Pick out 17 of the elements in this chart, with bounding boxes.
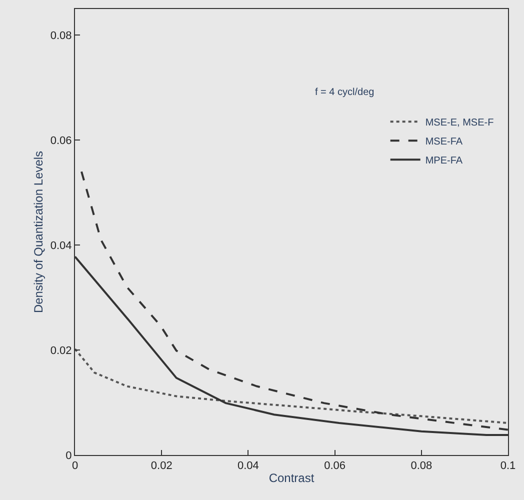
y-tick-label: 0.02: [50, 344, 72, 357]
legend-label: MPE-FA: [425, 156, 463, 167]
legend-label: MSE-FA: [425, 136, 463, 148]
y-tick-label: 0.06: [50, 135, 72, 148]
x-axis-title: Contrast: [268, 471, 315, 486]
y-axis-title: Density of Quantization Levels: [32, 150, 46, 314]
annotation: f = 4 cycl/deg: [315, 87, 374, 98]
x-tick-label: 0.02: [150, 460, 172, 472]
x-tick-label: 0.1: [500, 460, 516, 472]
x-tick-label: 0.04: [237, 460, 259, 472]
x-tick-label: 0.08: [410, 460, 432, 472]
line-series: [75, 348, 508, 424]
y-tick-label: 0.08: [50, 30, 72, 42]
legend-label: MSE-E, MSE-F: [425, 118, 494, 129]
y-tick-label: 0.04: [50, 240, 72, 252]
y-tick-label: 0: [66, 450, 72, 462]
x-tick-label: 0.06: [324, 460, 346, 472]
